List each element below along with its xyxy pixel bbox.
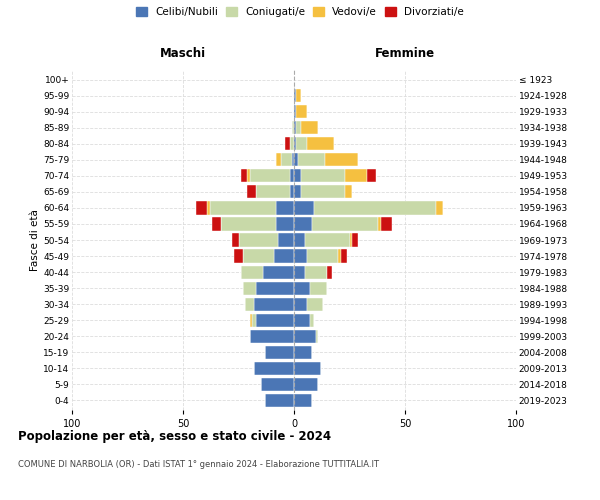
Bar xyxy=(325,153,358,166)
Bar xyxy=(294,89,296,102)
Bar xyxy=(256,314,294,327)
Bar xyxy=(250,330,294,343)
Bar xyxy=(380,218,392,230)
Bar xyxy=(243,282,256,294)
Bar xyxy=(307,298,323,310)
Bar xyxy=(276,153,281,166)
Bar xyxy=(221,218,276,230)
Bar xyxy=(294,186,301,198)
Bar xyxy=(281,153,292,166)
Text: Popolazione per età, sesso e stato civile - 2024: Popolazione per età, sesso e stato civil… xyxy=(18,430,331,443)
Bar xyxy=(278,234,294,246)
Bar xyxy=(316,330,319,343)
Bar xyxy=(290,170,294,182)
Bar xyxy=(265,346,294,359)
Bar xyxy=(296,137,307,150)
Bar xyxy=(307,250,338,262)
Bar xyxy=(310,314,314,327)
Bar xyxy=(294,266,305,278)
Bar xyxy=(307,137,334,150)
Bar xyxy=(265,394,294,407)
Bar xyxy=(314,202,436,214)
Bar xyxy=(294,282,310,294)
Bar xyxy=(338,250,341,262)
Y-axis label: Fasce di età: Fasce di età xyxy=(30,209,40,271)
Bar xyxy=(294,330,316,343)
Bar xyxy=(243,250,274,262)
Bar xyxy=(294,298,307,310)
Bar xyxy=(261,378,294,391)
Bar xyxy=(352,234,358,246)
Bar xyxy=(294,105,296,118)
Bar xyxy=(292,153,294,166)
Bar xyxy=(234,250,243,262)
Bar xyxy=(250,170,290,182)
Bar xyxy=(196,202,208,214)
Bar xyxy=(328,266,332,278)
Bar xyxy=(345,186,352,198)
Bar xyxy=(310,282,328,294)
Bar xyxy=(305,266,328,278)
Bar xyxy=(276,218,294,230)
Bar xyxy=(241,266,263,278)
Bar xyxy=(345,170,367,182)
Bar xyxy=(294,202,314,214)
Bar xyxy=(232,234,239,246)
Bar xyxy=(290,186,294,198)
Bar xyxy=(247,170,250,182)
Text: Femmine: Femmine xyxy=(375,48,435,60)
Bar xyxy=(247,186,256,198)
Bar xyxy=(292,121,294,134)
Bar xyxy=(294,137,296,150)
Bar xyxy=(294,362,320,375)
Bar xyxy=(208,202,209,214)
Bar xyxy=(436,202,443,214)
Text: Maschi: Maschi xyxy=(160,48,206,60)
Bar xyxy=(298,153,325,166)
Bar xyxy=(274,250,294,262)
Bar xyxy=(294,314,310,327)
Bar xyxy=(301,170,345,182)
Bar xyxy=(350,234,352,246)
Bar xyxy=(256,282,294,294)
Legend: Celibi/Nubili, Coniugati/e, Vedovi/e, Divorziati/e: Celibi/Nubili, Coniugati/e, Vedovi/e, Di… xyxy=(134,5,466,20)
Bar xyxy=(254,362,294,375)
Bar xyxy=(296,121,301,134)
Bar xyxy=(294,153,298,166)
Bar xyxy=(209,202,276,214)
Bar xyxy=(285,137,290,150)
Bar xyxy=(294,234,305,246)
Bar xyxy=(290,137,294,150)
Bar xyxy=(250,314,252,327)
Bar xyxy=(294,250,307,262)
Bar xyxy=(241,170,247,182)
Bar xyxy=(379,218,380,230)
Bar xyxy=(294,394,312,407)
Bar xyxy=(252,314,256,327)
Bar xyxy=(301,186,345,198)
Text: COMUNE DI NARBOLIA (OR) - Dati ISTAT 1° gennaio 2024 - Elaborazione TUTTITALIA.I: COMUNE DI NARBOLIA (OR) - Dati ISTAT 1° … xyxy=(18,460,379,469)
Bar xyxy=(245,298,254,310)
Bar xyxy=(294,346,312,359)
Bar xyxy=(367,170,376,182)
Bar xyxy=(294,121,296,134)
Bar xyxy=(239,234,278,246)
Bar xyxy=(296,89,301,102)
Bar xyxy=(294,378,319,391)
Bar xyxy=(276,202,294,214)
Bar xyxy=(312,218,379,230)
Bar xyxy=(305,234,350,246)
Bar xyxy=(296,105,307,118)
Bar xyxy=(294,170,301,182)
Bar xyxy=(294,218,312,230)
Bar xyxy=(212,218,221,230)
Bar xyxy=(263,266,294,278)
Bar xyxy=(341,250,347,262)
Bar xyxy=(301,121,319,134)
Bar xyxy=(254,298,294,310)
Bar xyxy=(256,186,290,198)
